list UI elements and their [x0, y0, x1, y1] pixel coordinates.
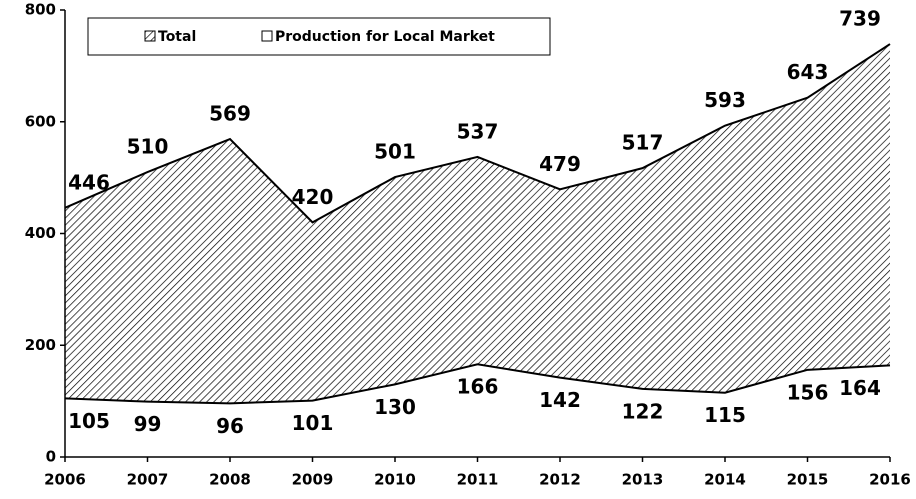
- data-label: 517: [622, 131, 664, 155]
- y-tick-label: 0: [46, 448, 56, 466]
- x-tick-label: 2012: [539, 471, 581, 489]
- data-label: 156: [787, 380, 829, 404]
- x-tick-label: 2015: [787, 471, 829, 489]
- legend-swatch: [144, 30, 156, 42]
- data-label: 166: [457, 375, 499, 399]
- data-label: 537: [457, 119, 499, 143]
- data-label: 101: [292, 411, 334, 435]
- x-tick-label: 2009: [292, 471, 334, 489]
- x-tick-label: 2008: [209, 471, 251, 489]
- x-tick-label: 2011: [457, 471, 499, 489]
- y-tick-label: 200: [25, 336, 56, 354]
- data-label: 115: [704, 403, 746, 427]
- data-label: 479: [539, 152, 581, 176]
- data-label: 446: [68, 170, 110, 194]
- data-label: 569: [209, 102, 251, 126]
- y-tick-label: 400: [25, 224, 56, 242]
- data-label: 142: [539, 388, 581, 412]
- data-label: 105: [68, 409, 110, 433]
- data-label: 510: [127, 135, 169, 159]
- x-tick-label: 2014: [704, 471, 746, 489]
- data-label: 96: [216, 414, 244, 438]
- x-tick-label: 2007: [127, 471, 169, 489]
- data-label: 122: [622, 399, 664, 423]
- area-line: [64, 43, 891, 224]
- data-label: 99: [134, 412, 162, 436]
- data-label: 643: [787, 60, 829, 84]
- data-label: 593: [704, 88, 746, 112]
- legend-swatch: [261, 30, 273, 42]
- data-label: 130: [374, 395, 416, 419]
- x-tick-label: 2010: [374, 471, 416, 489]
- legend-box: [87, 17, 551, 56]
- legend-label: Production for Local Market: [275, 29, 495, 45]
- x-tick-label: 2016: [869, 471, 911, 489]
- data-label: 164: [839, 376, 881, 400]
- data-label: 739: [839, 7, 881, 31]
- y-tick-label: 800: [25, 1, 56, 19]
- data-label: 420: [292, 185, 334, 209]
- y-tick-label: 600: [25, 112, 56, 130]
- area: [65, 364, 890, 457]
- x-tick-label: 2006: [44, 471, 86, 489]
- area-line: [64, 363, 891, 405]
- legend-label: Total: [158, 29, 196, 45]
- legend: Total Production for Local Market: [87, 17, 551, 56]
- data-label: 501: [374, 140, 416, 164]
- x-tick-label: 2013: [622, 471, 664, 489]
